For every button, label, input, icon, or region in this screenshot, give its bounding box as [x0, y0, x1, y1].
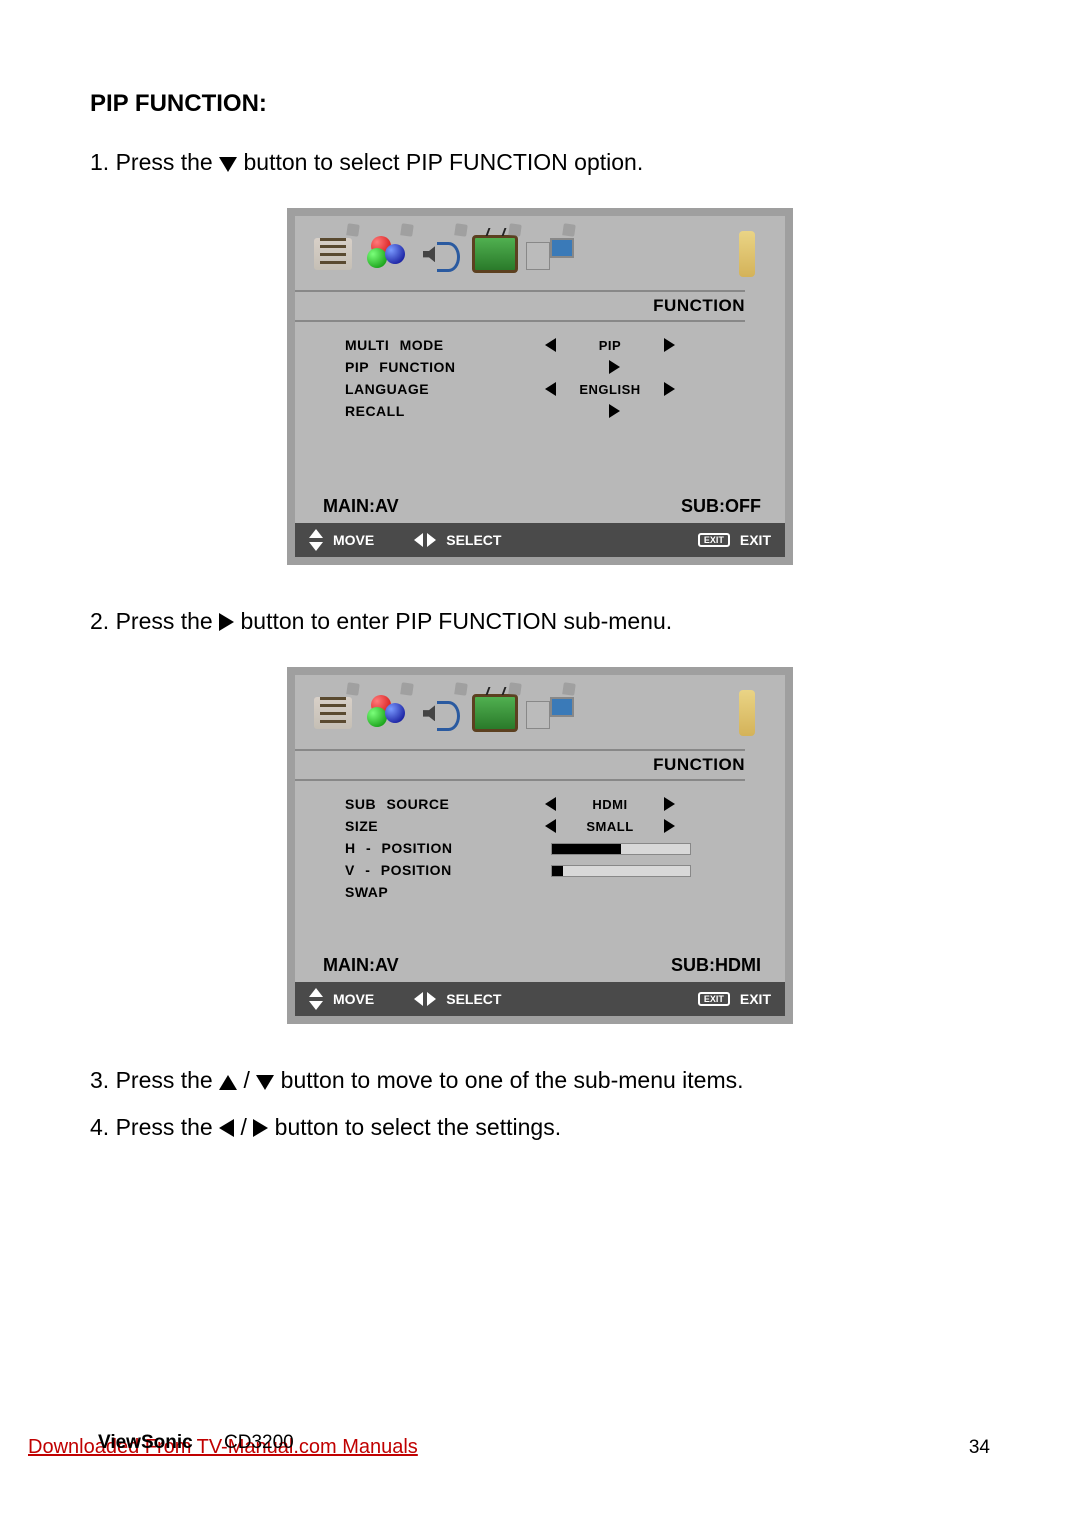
footer-brand: ViewSonic: [98, 1432, 193, 1454]
osd2-main-label: MAIN:AV: [323, 955, 399, 976]
right-triangle-icon: [253, 1119, 268, 1137]
osd-row-label: LANGUAGE: [345, 381, 545, 397]
step2-prefix: 2. Press the: [90, 608, 219, 634]
right-arrow-icon: [664, 338, 675, 352]
osd2-sub-label: SUB:HDMI: [671, 955, 761, 976]
nav-exit: EXIT: [740, 532, 771, 548]
nav-select: SELECT: [446, 991, 501, 1007]
osd-row[interactable]: LANGUAGE ENGLISH: [345, 378, 765, 400]
updown-icon: [309, 988, 323, 1010]
right-triangle-icon: [219, 613, 234, 631]
osd-row-label: SUB SOURCE: [345, 796, 545, 812]
updown-icon: [309, 529, 323, 551]
nav-exit: EXIT: [740, 991, 771, 1007]
osd-tab-icons: [295, 216, 785, 288]
step1-suffix: button to select PIP FUNCTION option.: [237, 149, 643, 175]
step2-suffix: button to enter PIP FUNCTION sub-menu.: [234, 608, 672, 634]
section-title: PIP FUNCTION:: [90, 90, 990, 118]
right-arrow-icon: [609, 404, 620, 418]
osd-row[interactable]: RECALL: [345, 400, 765, 422]
down-triangle-icon: [219, 157, 237, 172]
osd-row-label: V - POSITION: [345, 862, 545, 878]
osd-row-value: HDMI: [560, 797, 660, 812]
osd-menu-2: FUNCTION SUB SOURCE HDMI SIZE SMALL H - POSI…: [287, 667, 793, 1024]
down-triangle-icon: [256, 1075, 274, 1090]
instruction-1: 1. Press the button to select PIP FUNCTI…: [90, 146, 990, 178]
step3-mid: /: [237, 1067, 256, 1093]
osd-row-label: MULTI MODE: [345, 337, 545, 353]
slider[interactable]: [551, 863, 691, 877]
step3-suffix: button to move to one of the sub-menu it…: [274, 1067, 743, 1093]
osd-menu-1: FUNCTION MULTI MODE PIP PIP FUNCTION LANGUA…: [287, 208, 793, 565]
remote-icon: [739, 231, 755, 277]
footer-model: CD3200: [224, 1432, 294, 1454]
left-arrow-icon: [545, 338, 556, 352]
osd1-title: FUNCTION: [295, 290, 745, 322]
step1-prefix: 1. Press the: [90, 149, 219, 175]
footer-link[interactable]: Downloaded From TV-Manual.com Manuals: [28, 1436, 418, 1458]
list-icon: [314, 238, 352, 270]
osd-row[interactable]: V - POSITION: [345, 859, 765, 881]
instruction-2: 2. Press the button to enter PIP FUNCTIO…: [90, 605, 990, 637]
right-arrow-icon: [664, 819, 675, 833]
osd1-nav-bar: MOVE SELECT EXIT EXIT: [295, 523, 785, 557]
osd-row-label: H - POSITION: [345, 840, 545, 856]
osd2-title: FUNCTION: [295, 749, 745, 781]
instruction-4: 4. Press the / button to select the sett…: [90, 1111, 990, 1143]
right-arrow-icon: [664, 797, 675, 811]
osd-row[interactable]: SUB SOURCE HDMI: [345, 793, 765, 815]
osd1-main-label: MAIN:AV: [323, 496, 399, 517]
up-triangle-icon: [219, 1075, 237, 1090]
left-arrow-icon: [545, 382, 556, 396]
osd-row[interactable]: SWAP: [345, 881, 765, 903]
exit-box-icon: EXIT: [698, 992, 730, 1006]
tv-icon: [472, 694, 518, 732]
page-footer: ViewSonic CD3200 Downloaded From TV-Manu…: [0, 1436, 1080, 1459]
pc-icon: [526, 693, 572, 733]
osd-row-value: PIP: [560, 338, 660, 353]
osd1-sub-label: SUB:OFF: [681, 496, 761, 517]
speaker-icon: [423, 697, 459, 729]
list-icon: [314, 697, 352, 729]
instruction-3: 3. Press the / button to move to one of …: [90, 1064, 990, 1096]
color-balls-icon: [367, 236, 407, 272]
osd-row[interactable]: H - POSITION: [345, 837, 765, 859]
osd2-nav-bar: MOVE SELECT EXIT EXIT: [295, 982, 785, 1016]
nav-select: SELECT: [446, 532, 501, 548]
leftright-icon: [414, 992, 436, 1006]
step4-prefix: 4. Press the: [90, 1114, 219, 1140]
osd-row[interactable]: PIP FUNCTION: [345, 356, 765, 378]
osd-row[interactable]: SIZE SMALL: [345, 815, 765, 837]
left-arrow-icon: [545, 797, 556, 811]
pc-icon: [526, 234, 572, 274]
nav-move: MOVE: [333, 532, 374, 548]
exit-box-icon: EXIT: [698, 533, 730, 547]
osd-row-label: PIP FUNCTION: [345, 359, 545, 375]
osd-row-value: SMALL: [560, 819, 660, 834]
slider[interactable]: [551, 841, 691, 855]
right-arrow-icon: [609, 360, 620, 374]
osd-row-label: SWAP: [345, 884, 545, 900]
color-balls-icon: [367, 695, 407, 731]
osd-row[interactable]: MULTI MODE PIP: [345, 334, 765, 356]
osd2-body: SUB SOURCE HDMI SIZE SMALL H - POSITION V - P…: [295, 787, 785, 947]
osd-row-value: ENGLISH: [560, 382, 660, 397]
left-triangle-icon: [219, 1119, 234, 1137]
step4-mid: /: [234, 1114, 253, 1140]
tv-icon: [472, 235, 518, 273]
nav-move: MOVE: [333, 991, 374, 1007]
osd-tab-icons: [295, 675, 785, 747]
step4-suffix: button to select the settings.: [268, 1114, 561, 1140]
step3-prefix: 3. Press the: [90, 1067, 219, 1093]
osd1-body: MULTI MODE PIP PIP FUNCTION LANGUAGE ENGLISH…: [295, 328, 785, 488]
osd-row-label: SIZE: [345, 818, 545, 834]
right-arrow-icon: [664, 382, 675, 396]
page-number: 34: [969, 1437, 990, 1459]
left-arrow-icon: [545, 819, 556, 833]
remote-icon: [739, 690, 755, 736]
osd-row-label: RECALL: [345, 403, 545, 419]
leftright-icon: [414, 533, 436, 547]
speaker-icon: [423, 238, 459, 270]
